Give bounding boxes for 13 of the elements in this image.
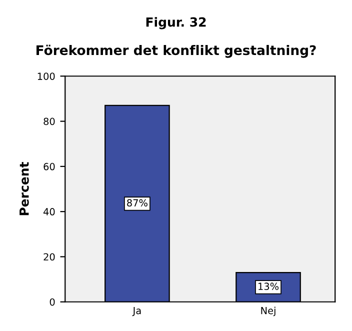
y-tick-label: 80 xyxy=(44,118,55,126)
y-tick-label: 40 xyxy=(44,208,55,216)
x-tick-label: Nej xyxy=(261,306,276,316)
chart-subtitle: Förekommer det konflikt gestaltning? xyxy=(36,44,316,58)
y-axis-title: Percent xyxy=(20,162,29,216)
y-tick-label: 60 xyxy=(44,162,55,170)
data-label: 13% xyxy=(258,282,279,290)
y-tick-label: 20 xyxy=(44,253,55,261)
y-tick-label: 100 xyxy=(38,72,55,80)
data-label: 87% xyxy=(127,199,148,206)
y-tick-label: 0 xyxy=(50,298,55,306)
x-tick-label: Ja xyxy=(132,307,141,316)
chart-title: Figur. 32 xyxy=(146,17,206,30)
